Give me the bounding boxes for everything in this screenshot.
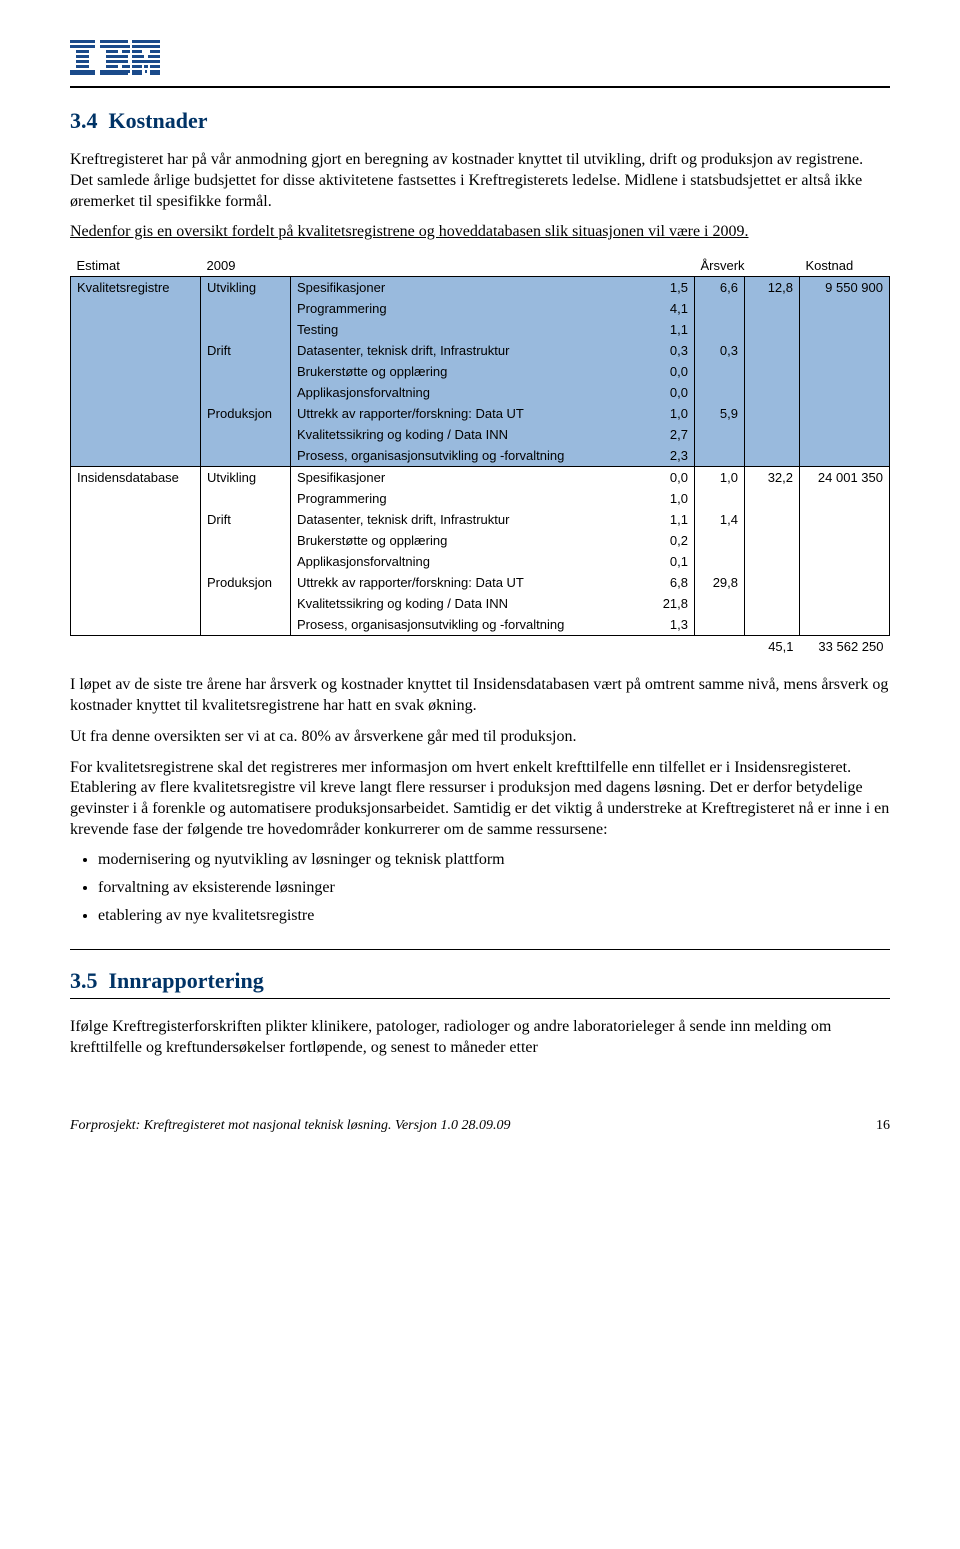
col-arsverk: Årsverk <box>695 255 800 277</box>
row-desc: Brukerstøtte og opplæring <box>291 361 645 382</box>
section-title: Innrapportering <box>109 968 264 993</box>
page-footer: Forprosjekt: Kreftregisteret mot nasjona… <box>70 1118 890 1134</box>
row-desc: Datasenter, teknisk drift, Infrastruktur <box>291 509 645 530</box>
phase-sum: 29,8 <box>695 572 745 636</box>
row-desc: Programmering <box>291 298 645 319</box>
list-item: forvaltning av eksisterende løsninger <box>98 879 890 897</box>
section-heading-innrapportering: 3.5 Innrapportering <box>70 968 890 994</box>
phase-label: Drift <box>201 509 291 572</box>
bullet-list: modernisering og nyutvikling av løsninge… <box>70 851 890 925</box>
row-value: 1,0 <box>645 488 695 509</box>
table-header-row: Estimat 2009 Årsverk Kostnad <box>71 255 890 277</box>
row-value: 21,8 <box>645 593 695 614</box>
phase-sum: 0,3 <box>695 340 745 403</box>
row-desc: Testing <box>291 319 645 340</box>
col-kostnad: Kostnad <box>800 255 890 277</box>
phase-sum: 5,9 <box>695 403 745 467</box>
table-row: KvalitetsregistreUtviklingSpesifikasjone… <box>71 277 890 299</box>
underlined-text: Nedenfor gis en oversikt fordelt på kval… <box>70 223 749 240</box>
para: Ifølge Kreftregisterforskriften plikter … <box>70 1017 890 1059</box>
phase-label: Produksjon <box>201 403 291 467</box>
group-arsverk: 32,2 <box>745 467 800 636</box>
para: For kvalitetsregistrene skal det registr… <box>70 758 890 841</box>
row-value: 6,8 <box>645 572 695 593</box>
row-desc: Kvalitetssikring og koding / Data INN <box>291 593 645 614</box>
group-cost: 9 550 900 <box>800 277 890 467</box>
list-item: modernisering og nyutvikling av løsninge… <box>98 851 890 869</box>
col-estimat: Estimat <box>71 255 201 277</box>
phase-sum: 1,4 <box>695 509 745 572</box>
list-item: etablering av nye kvalitetsregistre <box>98 907 890 925</box>
row-value: 1,1 <box>645 319 695 340</box>
row-value: 0,3 <box>645 340 695 361</box>
row-value: 0,1 <box>645 551 695 572</box>
group-label: Kvalitetsregistre <box>71 277 201 467</box>
row-desc: Datasenter, teknisk drift, Infrastruktur <box>291 340 645 361</box>
row-desc: Kvalitetssikring og koding / Data INN <box>291 424 645 445</box>
row-desc: Prosess, organisasjonsutvikling og -forv… <box>291 445 645 467</box>
phase-sum: 6,6 <box>695 277 745 341</box>
row-value: 1,5 <box>645 277 695 299</box>
page-number: 16 <box>876 1118 890 1134</box>
row-value: 2,3 <box>645 445 695 467</box>
row-desc: Spesifikasjoner <box>291 277 645 299</box>
phase-sum: 1,0 <box>695 467 745 510</box>
group-label: Insidensdatabase <box>71 467 201 636</box>
ibm-logo <box>70 40 890 76</box>
row-value: 0,2 <box>645 530 695 551</box>
table-row: InsidensdatabaseUtviklingSpesifikasjoner… <box>71 467 890 489</box>
section-separator <box>70 998 890 999</box>
row-value: 4,1 <box>645 298 695 319</box>
row-value: 0,0 <box>645 361 695 382</box>
para: Ut fra denne oversikten ser vi at ca. 80… <box>70 727 890 748</box>
section-number: 3.4 <box>70 108 98 133</box>
phase-label: Drift <box>201 340 291 403</box>
row-value: 1,3 <box>645 614 695 636</box>
phase-label: Utvikling <box>201 277 291 341</box>
row-value: 0,0 <box>645 467 695 489</box>
row-desc: Uttrekk av rapporter/forskning: Data UT <box>291 403 645 424</box>
row-value: 0,0 <box>645 382 695 403</box>
section-separator <box>70 949 890 950</box>
footer-text: Forprosjekt: Kreftregisteret mot nasjona… <box>70 1118 510 1134</box>
para: Nedenfor gis en oversikt fordelt på kval… <box>70 222 890 243</box>
estimate-table: Estimat 2009 Årsverk Kostnad Kvalitetsre… <box>70 255 890 657</box>
row-desc: Uttrekk av rapporter/forskning: Data UT <box>291 572 645 593</box>
row-value: 1,0 <box>645 403 695 424</box>
group-cost: 24 001 350 <box>800 467 890 636</box>
total-kostnad: 33 562 250 <box>800 636 890 658</box>
section-heading-kostnader: 3.4 Kostnader <box>70 108 890 134</box>
section-number: 3.5 <box>70 968 98 993</box>
totals-row: 45,1 33 562 250 <box>71 636 890 658</box>
col-year: 2009 <box>201 255 695 277</box>
para: I løpet av de siste tre årene har årsver… <box>70 675 890 717</box>
row-desc: Applikasjonsforvaltning <box>291 382 645 403</box>
row-desc: Programmering <box>291 488 645 509</box>
phase-label: Produksjon <box>201 572 291 636</box>
header-rule <box>70 86 890 88</box>
para: Kreftregisteret har på vår anmodning gjo… <box>70 150 890 212</box>
row-desc: Prosess, organisasjonsutvikling og -forv… <box>291 614 645 636</box>
group-arsverk: 12,8 <box>745 277 800 467</box>
phase-label: Utvikling <box>201 467 291 510</box>
page: 3.4 Kostnader Kreftregisteret har på vår… <box>0 0 960 1174</box>
row-value: 2,7 <box>645 424 695 445</box>
row-desc: Spesifikasjoner <box>291 467 645 489</box>
row-desc: Applikasjonsforvaltning <box>291 551 645 572</box>
row-desc: Brukerstøtte og opplæring <box>291 530 645 551</box>
section-title: Kostnader <box>109 108 208 133</box>
total-arsverk: 45,1 <box>745 636 800 658</box>
row-value: 1,1 <box>645 509 695 530</box>
